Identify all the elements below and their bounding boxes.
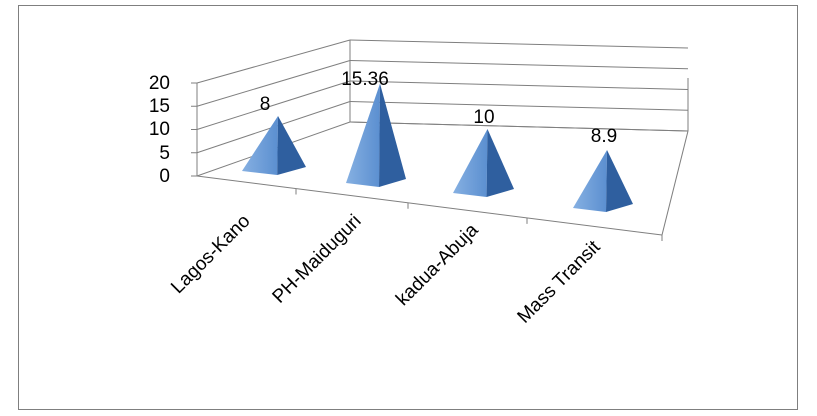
y-axis-ticks: 0 5 10 15 20 — [149, 73, 170, 187]
y-tick-label: 15 — [149, 96, 170, 117]
data-label-mass-transit: 8.9 — [591, 126, 617, 147]
gridline-back — [349, 60, 689, 70]
x-axis-line — [196, 175, 663, 236]
pyramid-face-side — [606, 150, 633, 212]
data-label-lagos-kano: 8 — [260, 94, 271, 115]
pyramid-face-front — [573, 150, 607, 212]
gridline-back — [349, 39, 689, 49]
pyramid-bars — [242, 83, 633, 212]
pyramid-face-front — [453, 129, 488, 197]
pyramid-face-front — [346, 83, 380, 187]
data-label-ph-maiduguri: 15.36 — [341, 69, 389, 90]
category-label-lagos-kano: Lagos-Kano — [167, 211, 254, 298]
gridline-side — [196, 39, 351, 84]
y-tick-label: 10 — [149, 119, 170, 140]
pyramid-face-side — [379, 83, 406, 187]
data-label-kadua-abuja: 10 — [473, 107, 494, 128]
pyramid-face-side — [486, 129, 514, 197]
data-labels: 8 15.36 10 8.9 — [260, 69, 618, 147]
y-tick-label: 5 — [159, 143, 170, 164]
category-label-ph-maiduguri: PH-Maiduguri — [269, 211, 366, 308]
pyramid-bar-mass-transit — [573, 150, 633, 212]
gridline-back — [349, 101, 689, 111]
category-label-mass-transit: Mass Transit — [514, 236, 606, 328]
floor-back-edge — [349, 121, 689, 132]
category-label-kadua-abuja: kadua-Abuja — [392, 219, 483, 310]
pyramid-bar-lagos-kano — [242, 116, 306, 175]
pyramid-bar-ph-maiduguri — [346, 83, 406, 187]
pyramid-bar-kadua-abuja — [453, 129, 514, 197]
gridline-side — [196, 60, 351, 107]
axes — [191, 40, 689, 241]
gridline-back — [349, 80, 689, 90]
pyramid-face-front — [242, 116, 278, 175]
y-tick-label: 0 — [159, 166, 170, 187]
category-labels: Lagos-Kano PH-Maiduguri kadua-Abuja Mass… — [167, 211, 605, 328]
pyramid-face-side — [277, 116, 306, 175]
gridline-side — [196, 80, 351, 130]
floor-right-edge — [661, 130, 689, 236]
y-tick-label: 20 — [149, 73, 170, 94]
